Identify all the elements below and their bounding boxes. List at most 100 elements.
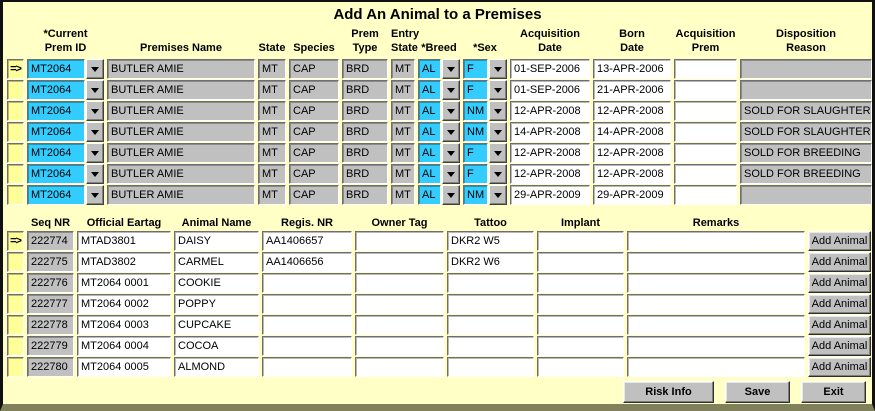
row-selector[interactable] (7, 122, 24, 142)
implant-field[interactable] (537, 273, 624, 293)
official-eartag-field[interactable]: MT2064 0005 (77, 357, 171, 377)
regis-nr-field[interactable] (262, 336, 352, 356)
prem-id-field[interactable]: MT2064 (27, 143, 85, 163)
acquisition-prem-field[interactable] (674, 143, 737, 163)
acquisition-date-field[interactable]: 12-APR-2008 (510, 164, 590, 184)
breed-dropdown-button[interactable] (442, 164, 460, 184)
breed-dropdown-button[interactable] (442, 122, 460, 142)
remarks-field[interactable] (627, 336, 805, 356)
add-animal-button[interactable]: Add Animal (808, 252, 871, 272)
implant-field[interactable] (537, 294, 624, 314)
tattoo-field[interactable]: DKR2 W5 (447, 231, 534, 251)
animal-name-field[interactable]: DAISY (174, 231, 259, 251)
sex-field[interactable]: F (463, 164, 488, 184)
animal-name-field[interactable]: ALMOND (174, 357, 259, 377)
row-selector[interactable] (7, 357, 24, 377)
born-date-field[interactable]: 14-APR-2008 (593, 122, 671, 142)
row-selector[interactable] (7, 164, 24, 184)
acquisition-prem-field[interactable] (674, 101, 737, 121)
owner-tag-field[interactable] (355, 336, 444, 356)
implant-field[interactable] (537, 336, 624, 356)
owner-tag-field[interactable] (355, 357, 444, 377)
born-date-field[interactable]: 12-APR-2008 (593, 164, 671, 184)
sex-field[interactable]: NM (463, 101, 488, 121)
row-selector[interactable] (7, 273, 24, 293)
save-button[interactable]: Save (725, 381, 790, 403)
acquisition-date-field[interactable]: 12-APR-2008 (510, 143, 590, 163)
regis-nr-field[interactable] (262, 273, 352, 293)
sex-field[interactable]: NM (463, 185, 488, 205)
owner-tag-field[interactable] (355, 252, 444, 272)
acquisition-prem-field[interactable] (674, 122, 737, 142)
breed-field[interactable]: AL (418, 101, 441, 121)
add-animal-button[interactable]: Add Animal (808, 336, 871, 356)
tattoo-field[interactable]: DKR2 W6 (447, 252, 534, 272)
breed-field[interactable]: AL (418, 164, 441, 184)
prem-id-field[interactable]: MT2064 (27, 122, 85, 142)
animal-name-field[interactable]: CARMEL (174, 252, 259, 272)
breed-field[interactable]: AL (418, 143, 441, 163)
remarks-field[interactable] (627, 357, 805, 377)
remarks-field[interactable] (627, 315, 805, 335)
prem-id-dropdown-button[interactable] (86, 101, 104, 121)
regis-nr-field[interactable] (262, 357, 352, 377)
prem-id-field[interactable]: MT2064 (27, 185, 85, 205)
prem-id-field[interactable]: MT2064 (27, 101, 85, 121)
row-selector[interactable] (7, 252, 24, 272)
prem-id-dropdown-button[interactable] (86, 122, 104, 142)
tattoo-field[interactable] (447, 357, 534, 377)
remarks-field[interactable] (627, 294, 805, 314)
acquisition-prem-field[interactable] (674, 59, 737, 79)
regis-nr-field[interactable] (262, 315, 352, 335)
born-date-field[interactable]: 12-APR-2008 (593, 143, 671, 163)
tattoo-field[interactable] (447, 273, 534, 293)
breed-dropdown-button[interactable] (442, 143, 460, 163)
row-selector[interactable] (7, 315, 24, 335)
prem-id-field[interactable]: MT2064 (27, 80, 85, 100)
prem-id-dropdown-button[interactable] (86, 59, 104, 79)
add-animal-button[interactable]: Add Animal (808, 315, 871, 335)
row-selector[interactable] (7, 80, 24, 100)
implant-field[interactable] (537, 315, 624, 335)
regis-nr-field[interactable] (262, 294, 352, 314)
owner-tag-field[interactable] (355, 273, 444, 293)
tattoo-field[interactable] (447, 336, 534, 356)
official-eartag-field[interactable]: MTAD3801 (77, 231, 171, 251)
acquisition-prem-field[interactable] (674, 185, 737, 205)
animal-name-field[interactable]: POPPY (174, 294, 259, 314)
row-selector[interactable] (7, 143, 24, 163)
animal-name-field[interactable]: COCOA (174, 336, 259, 356)
breed-field[interactable]: AL (418, 59, 441, 79)
breed-field[interactable]: AL (418, 185, 441, 205)
born-date-field[interactable]: 21-APR-2006 (593, 80, 671, 100)
add-animal-button[interactable]: Add Animal (808, 294, 871, 314)
official-eartag-field[interactable]: MT2064 0003 (77, 315, 171, 335)
row-selector[interactable]: => (7, 59, 24, 79)
breed-dropdown-button[interactable] (442, 185, 460, 205)
sex-dropdown-button[interactable] (489, 143, 507, 163)
tattoo-field[interactable] (447, 315, 534, 335)
owner-tag-field[interactable] (355, 315, 444, 335)
row-selector[interactable] (7, 101, 24, 121)
row-selector[interactable] (7, 336, 24, 356)
add-animal-button[interactable]: Add Animal (808, 273, 871, 293)
implant-field[interactable] (537, 231, 624, 251)
remarks-field[interactable] (627, 231, 805, 251)
sex-dropdown-button[interactable] (489, 59, 507, 79)
prem-id-field[interactable]: MT2064 (27, 59, 85, 79)
born-date-field[interactable]: 29-APR-2009 (593, 185, 671, 205)
sex-dropdown-button[interactable] (489, 164, 507, 184)
exit-button[interactable]: Exit (801, 381, 866, 403)
official-eartag-field[interactable]: MT2064 0002 (77, 294, 171, 314)
sex-field[interactable]: F (463, 80, 488, 100)
implant-field[interactable] (537, 252, 624, 272)
official-eartag-field[interactable]: MT2064 0001 (77, 273, 171, 293)
breed-field[interactable]: AL (418, 122, 441, 142)
sex-dropdown-button[interactable] (489, 80, 507, 100)
sex-dropdown-button[interactable] (489, 185, 507, 205)
sex-field[interactable]: NM (463, 122, 488, 142)
prem-id-dropdown-button[interactable] (86, 164, 104, 184)
prem-id-dropdown-button[interactable] (86, 80, 104, 100)
prem-id-field[interactable]: MT2064 (27, 164, 85, 184)
owner-tag-field[interactable] (355, 294, 444, 314)
